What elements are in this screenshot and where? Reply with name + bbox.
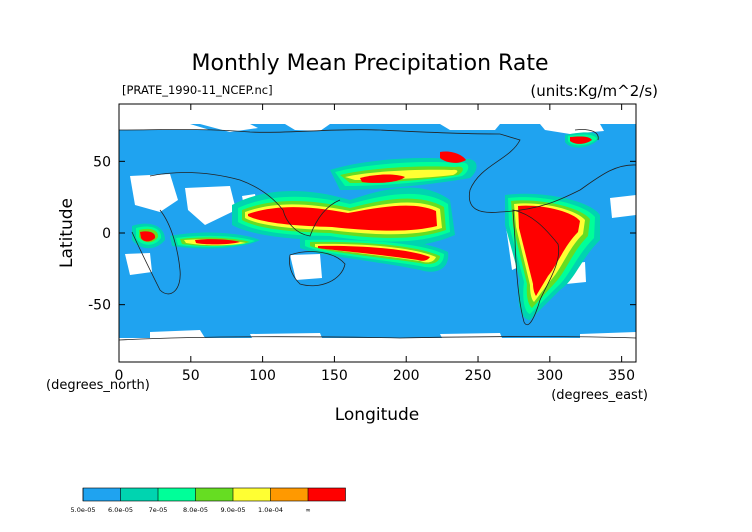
colorbar-swatch xyxy=(308,488,346,501)
x-tick-label: 350 xyxy=(608,368,635,384)
x-tick-label: 50 xyxy=(182,368,200,384)
chart-title: Monthly Mean Precipitation Rate xyxy=(192,51,549,76)
missing-patch xyxy=(610,195,636,218)
colorbar-swatch xyxy=(158,488,196,501)
coastline xyxy=(512,209,560,326)
colorbar-swatch xyxy=(270,488,308,501)
missing-patch xyxy=(119,124,210,130)
missing-patch xyxy=(125,253,152,275)
x-axis-label: Longitude xyxy=(335,405,420,425)
missing-patch xyxy=(290,254,322,280)
y-tick-label: -50 xyxy=(88,298,111,314)
map-area xyxy=(119,104,636,362)
missing-patch xyxy=(119,104,636,124)
coastline xyxy=(119,336,636,341)
colorbar-label: ∞ xyxy=(305,506,310,514)
x-tick-label: 250 xyxy=(465,368,492,384)
file-label: [PRATE_1990-11_NCEP.nc] xyxy=(122,83,273,97)
units-label: (units:Kg/m^2/s) xyxy=(530,82,658,100)
coastline xyxy=(131,209,181,295)
coastline xyxy=(289,251,346,287)
missing-patch xyxy=(540,124,604,134)
x-tick-label: 150 xyxy=(321,368,348,384)
coastlines xyxy=(119,129,636,341)
missing-patch xyxy=(150,330,205,338)
contour-level-1e-04 xyxy=(140,136,592,296)
precip-contours xyxy=(132,132,600,320)
missing-patch xyxy=(130,174,178,212)
missing-patch xyxy=(285,124,330,131)
colorbar-swatch xyxy=(83,488,121,501)
colorbar: 5.0e-05 6.0e-05 7e-05 8.0e-05 9.0e-05 1.0e-04… xyxy=(71,487,346,514)
y-tick-label: 50 xyxy=(93,154,111,170)
coastline xyxy=(149,172,341,237)
missing-patch xyxy=(185,186,236,225)
x-tick-label: 0 xyxy=(115,368,124,384)
colorbar-swatch xyxy=(233,488,271,501)
y-tick-label: 0 xyxy=(102,226,111,242)
x-tick-label: 100 xyxy=(249,368,276,384)
colorbar-swatch xyxy=(195,488,233,501)
x-tick-label: 200 xyxy=(393,368,420,384)
missing-patch xyxy=(200,124,258,132)
colorbar-label: 7e-05 xyxy=(149,506,168,514)
coastline xyxy=(574,129,599,141)
colorbar-label: 1.0e-04 xyxy=(258,506,283,514)
y-axis-note: (degrees_north) xyxy=(46,378,150,393)
colorbar-swatch xyxy=(120,488,158,501)
x-tick-label: 300 xyxy=(536,368,563,384)
colorbar-label: 6.0e-05 xyxy=(108,506,133,514)
coastline xyxy=(119,129,636,213)
missing-patch xyxy=(580,332,636,338)
colorbar-label: 5.0e-05 xyxy=(71,506,96,514)
x-axis-ticks: 0 50 100 150 200 250 300 350 xyxy=(115,104,635,384)
y-axis-label: Latitude xyxy=(57,198,77,268)
colorbar-label: 9.0e-05 xyxy=(221,506,246,514)
y-axis-ticks: -50 0 50 xyxy=(88,154,636,314)
missing-patch xyxy=(440,124,500,130)
missing-patch xyxy=(119,338,636,362)
x-axis-note: (degrees_east) xyxy=(551,388,648,403)
colorbar-label: 8.0e-05 xyxy=(183,506,208,514)
